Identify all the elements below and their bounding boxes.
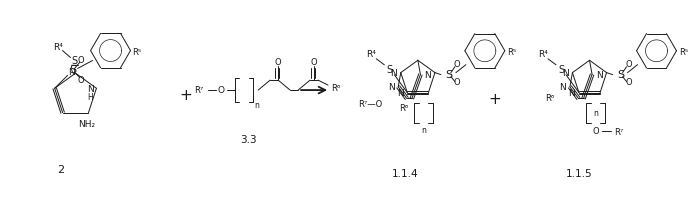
Text: R⁷: R⁷ bbox=[614, 128, 623, 137]
Text: N: N bbox=[397, 89, 404, 98]
Text: O: O bbox=[625, 78, 632, 87]
Text: O: O bbox=[454, 60, 460, 69]
Text: S: S bbox=[617, 70, 624, 80]
Text: O: O bbox=[454, 78, 460, 87]
Text: R⁵: R⁵ bbox=[507, 48, 517, 57]
Text: N: N bbox=[424, 71, 431, 80]
Text: +: + bbox=[179, 88, 192, 102]
Text: +: + bbox=[489, 93, 501, 107]
Text: S: S bbox=[387, 65, 392, 75]
Text: N: N bbox=[559, 83, 566, 92]
Text: O: O bbox=[218, 86, 225, 95]
Text: N: N bbox=[596, 71, 603, 80]
Text: S: S bbox=[445, 70, 452, 80]
Text: O: O bbox=[78, 56, 84, 65]
Text: N: N bbox=[391, 69, 397, 78]
Text: n: n bbox=[254, 101, 259, 110]
Text: R⁴: R⁴ bbox=[366, 50, 376, 59]
Text: S: S bbox=[71, 57, 78, 66]
Text: R⁵: R⁵ bbox=[679, 48, 688, 57]
Text: O: O bbox=[275, 58, 282, 67]
Text: N: N bbox=[87, 85, 94, 94]
Text: R⁶: R⁶ bbox=[399, 104, 408, 113]
Text: N: N bbox=[568, 89, 575, 98]
Text: N: N bbox=[388, 83, 395, 92]
Text: R⁵: R⁵ bbox=[132, 48, 141, 57]
Text: H: H bbox=[87, 93, 93, 102]
Text: N: N bbox=[562, 69, 569, 78]
Text: R⁶: R⁶ bbox=[545, 94, 554, 103]
Text: R⁶: R⁶ bbox=[331, 84, 340, 93]
Text: N: N bbox=[69, 68, 75, 77]
Text: R⁴: R⁴ bbox=[538, 50, 548, 59]
Text: 3.3: 3.3 bbox=[240, 135, 257, 145]
Text: R⁴: R⁴ bbox=[54, 43, 64, 52]
Text: O: O bbox=[311, 58, 317, 67]
Text: O: O bbox=[625, 60, 632, 69]
Text: 1.1.4: 1.1.4 bbox=[391, 170, 418, 179]
Text: 1.1.5: 1.1.5 bbox=[566, 170, 593, 179]
Text: R⁷: R⁷ bbox=[194, 86, 203, 95]
Text: S: S bbox=[558, 65, 564, 75]
Text: n: n bbox=[421, 126, 426, 135]
Text: n: n bbox=[593, 109, 598, 118]
Text: 2: 2 bbox=[57, 165, 64, 175]
Text: NH₂: NH₂ bbox=[78, 120, 95, 129]
Text: R⁷—O: R⁷—O bbox=[358, 100, 382, 109]
Text: O: O bbox=[78, 76, 84, 85]
Text: S: S bbox=[69, 65, 76, 75]
Text: O: O bbox=[592, 127, 599, 136]
